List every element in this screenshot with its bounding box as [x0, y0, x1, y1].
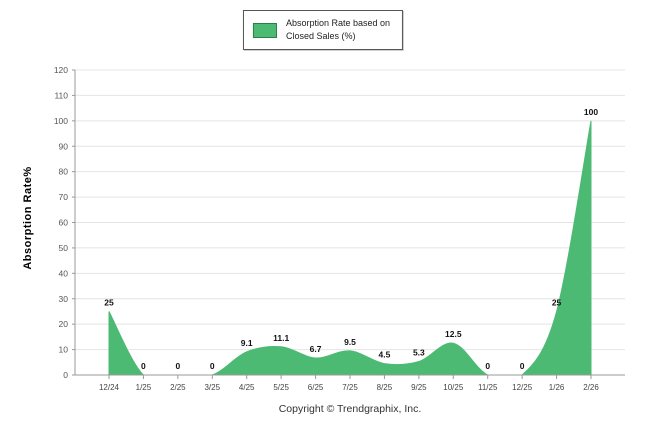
- data-label: 0: [485, 361, 490, 371]
- data-label: 25: [552, 297, 562, 307]
- y-tick-label: 90: [59, 141, 69, 151]
- x-tick-label: 3/25: [204, 383, 220, 392]
- y-tick-label: 10: [59, 345, 69, 355]
- data-label: 12.5: [445, 329, 462, 339]
- x-tick-label: 1/25: [136, 383, 152, 392]
- x-tick-label: 8/25: [377, 383, 393, 392]
- legend-swatch: [252, 22, 277, 38]
- data-label: 0: [175, 361, 180, 371]
- y-tick-label: 60: [59, 218, 69, 228]
- x-tick-label: 1/26: [549, 383, 565, 392]
- data-label: 6.7: [310, 344, 322, 354]
- data-label: 0: [210, 361, 215, 371]
- x-tick-label: 2/25: [170, 383, 186, 392]
- legend: Absorption Rate based on Closed Sales (%…: [242, 10, 404, 51]
- legend-label-line1: Absorption Rate based on: [285, 18, 391, 28]
- data-label: 5.3: [413, 348, 425, 358]
- y-tick-label: 20: [59, 319, 69, 329]
- y-tick-label: 100: [54, 116, 68, 126]
- y-tick-label: 30: [59, 294, 69, 304]
- data-label: 11.1: [273, 333, 289, 343]
- y-tick-label: 70: [59, 192, 69, 202]
- data-label: 4.5: [379, 350, 391, 360]
- x-tick-label: 12/25: [512, 383, 533, 392]
- x-tick-label: 9/25: [411, 383, 427, 392]
- y-axis-title: Absorption Rate%: [22, 166, 34, 270]
- y-tick-label: 110: [54, 90, 68, 100]
- data-label: 25: [104, 297, 114, 307]
- y-tick-label: 0: [63, 370, 68, 380]
- x-tick-label: 7/25: [342, 383, 358, 392]
- x-tick-label: 5/25: [273, 383, 289, 392]
- data-label: 9.1: [241, 338, 253, 348]
- y-tick-label: 40: [59, 268, 69, 278]
- x-tick-label: 10/25: [443, 383, 464, 392]
- legend-label: Absorption Rate based on Closed Sales (%…: [286, 17, 390, 43]
- legend-label-line2: Closed Sales (%): [285, 31, 356, 42]
- y-tick-label: 120: [54, 65, 68, 75]
- data-label: 0: [520, 361, 525, 371]
- y-tick-label: 80: [59, 167, 69, 177]
- data-label: 9.5: [344, 337, 356, 347]
- x-tick-label: 6/25: [308, 383, 324, 392]
- x-tick-label: 2/26: [583, 383, 599, 392]
- copyright-text: Copyright © Trendgraphix, Inc.: [278, 403, 422, 415]
- data-label: 0: [141, 361, 146, 371]
- x-tick-label: 4/25: [239, 383, 255, 392]
- x-tick-label: 11/25: [478, 383, 498, 392]
- data-label: 100: [584, 107, 598, 117]
- x-tick-label: 12/24: [99, 383, 120, 392]
- y-tick-label: 50: [59, 243, 69, 253]
